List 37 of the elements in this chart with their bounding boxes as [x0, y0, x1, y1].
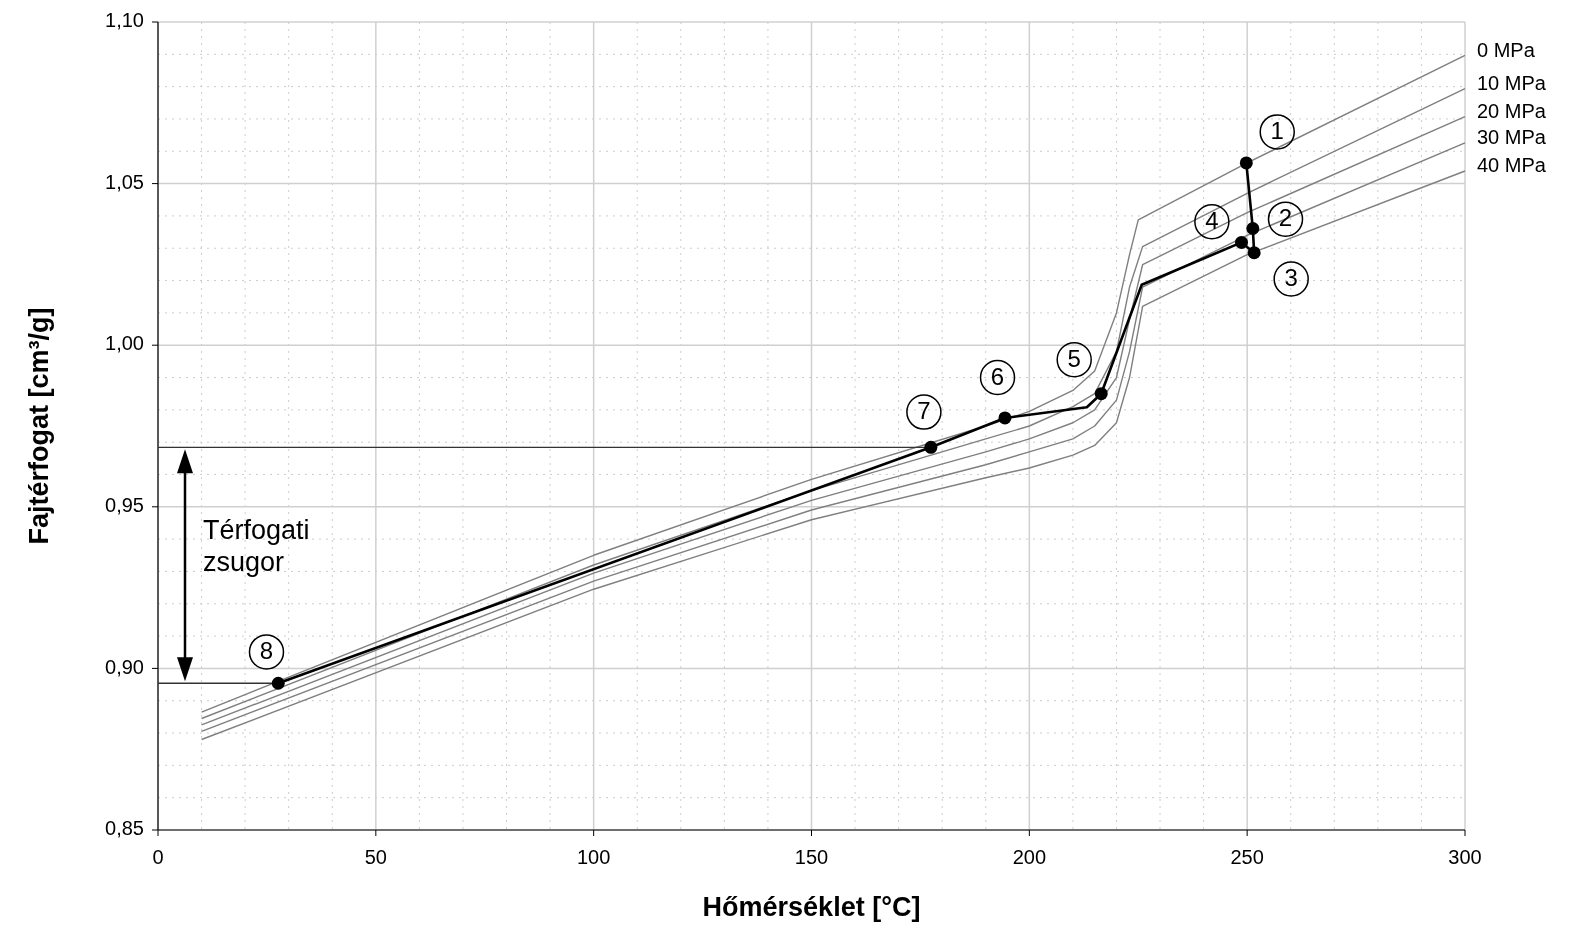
point	[998, 411, 1012, 425]
annotation: Térfogati zsugor	[203, 515, 310, 578]
point	[1094, 387, 1108, 401]
point	[1246, 222, 1260, 236]
y-tick-label: 1,10	[105, 9, 144, 32]
annotation: 2	[1278, 204, 1293, 232]
x-tick-label: 50	[364, 846, 387, 868]
point	[1247, 246, 1261, 260]
point	[924, 440, 938, 454]
point	[1235, 235, 1248, 249]
series-label: 10 MPa	[1477, 71, 1547, 94]
annotation: 4	[1205, 207, 1219, 235]
series-label: 30 MPa	[1477, 126, 1547, 149]
x-tick-label: 250	[1230, 846, 1264, 868]
annotation: 5	[1067, 345, 1081, 373]
y-tick-label: 0,95	[105, 494, 144, 517]
point	[1239, 156, 1253, 170]
annotation: 6	[990, 362, 1005, 390]
x-tick-label: 0	[152, 846, 164, 868]
annotation: 3	[1284, 264, 1298, 292]
point	[271, 676, 285, 690]
annotation: 8	[259, 637, 274, 665]
x-tick-label: 200	[1012, 846, 1047, 868]
annotation: 1	[1270, 117, 1284, 145]
x-tick-label: 150	[794, 846, 829, 868]
series-label: 0 MPa	[1477, 38, 1536, 61]
series-label: 20 MPa	[1477, 99, 1547, 122]
y-axis-title: Fajtérfogat [cm³/g]	[24, 307, 54, 545]
y-tick-label: 1,05	[105, 170, 144, 193]
y-tick-label: 1,00	[105, 332, 144, 355]
annotation: 7	[917, 397, 931, 425]
y-tick-label: 0,85	[105, 817, 144, 840]
y-tick-label: 0,90	[105, 655, 144, 678]
x-tick-label: 300	[1448, 846, 1482, 868]
x-tick-label: 100	[576, 846, 611, 868]
x-axis-title: Hőmérséklet [°C]	[702, 892, 921, 922]
series-label: 40 MPa	[1477, 154, 1547, 177]
